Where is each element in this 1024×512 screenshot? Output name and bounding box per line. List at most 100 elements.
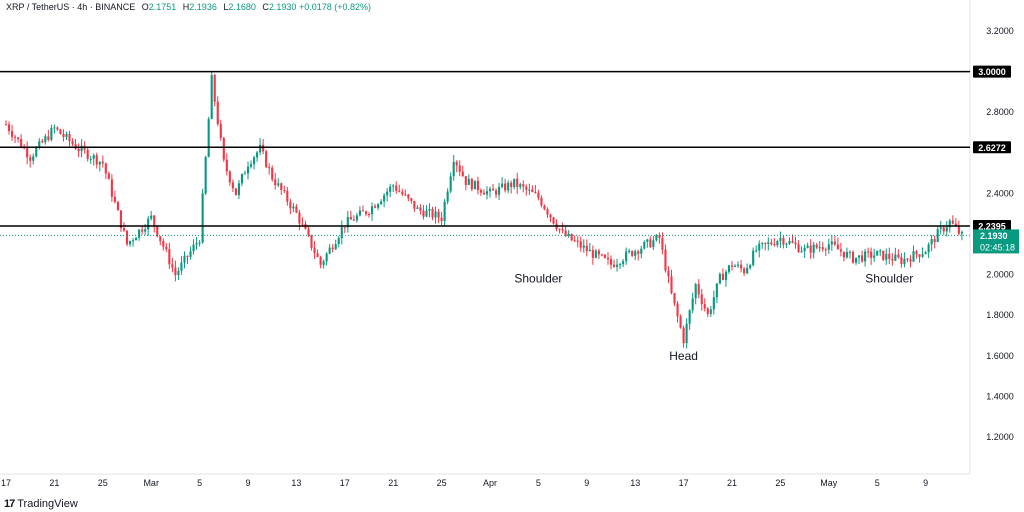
x-tick-label: 17 [679,478,689,488]
candle-body [960,231,963,234]
candle-body [827,244,830,250]
candle-body [894,254,897,261]
candle-body [343,227,346,229]
candle-body [776,241,779,246]
candle-body [234,188,237,196]
candle-body [334,244,337,250]
candle-body [340,227,343,239]
candle-body [655,235,658,241]
candle-body [709,309,712,314]
candle-body [664,249,667,271]
symbol-name[interactable]: XRP / TetherUS · 4h · BINANCE [6,2,136,12]
candle-body [389,186,392,192]
candle-body [815,244,818,248]
candle-body [189,251,192,257]
candle-body [38,141,41,149]
candle-body [17,137,20,140]
candle-body [585,245,588,252]
candle-body [95,155,98,165]
candle-body [10,131,14,137]
close-label: C [262,2,269,12]
candle-body [718,273,721,284]
candle-body [104,163,107,174]
candle-body [171,264,174,268]
low-label: L [223,2,229,12]
candle-body [673,293,676,304]
candle-body [857,255,861,258]
candle-body [891,258,894,261]
candle-body [591,249,594,258]
candle-body [954,223,957,227]
candle-body [110,179,113,197]
candle-body [791,241,794,243]
candle-body [861,255,864,262]
candle-body [488,188,492,192]
candle-body [507,182,510,191]
candle-body [522,184,525,187]
candle-body [839,249,842,252]
candle-body [897,254,900,258]
x-tick-label: 5 [875,478,880,488]
candle-body [225,159,228,172]
candle-body [138,229,141,238]
high-value: 2.1936 [189,2,217,12]
candle-body [573,240,576,242]
candle-body [413,200,416,209]
candle-body [358,210,361,216]
candle-body [625,251,628,262]
candle-body [594,250,597,258]
candle-body [252,157,256,165]
candle-body [619,264,622,266]
candle-body [519,184,522,187]
candle-body [301,223,304,225]
candle-body [809,245,812,253]
x-tick-label: May [820,478,838,488]
candle-body [174,267,177,276]
x-tick-label: 25 [98,478,108,488]
candle-body [930,238,933,245]
candle-body [59,129,62,135]
candle-body [50,128,53,140]
candle-body [331,247,334,250]
candle-body [700,294,703,305]
candle-body [612,264,616,267]
x-tick-label: Mar [143,478,159,488]
candle-body [646,239,649,242]
change-value: +0.0178 (+0.82%) [298,2,372,12]
candle-body [876,250,879,256]
candle-body [543,205,546,210]
level-tag [973,219,1011,232]
tradingview-brand[interactable]: 17 TradingView [4,498,78,510]
x-tick-label: 21 [727,478,737,488]
candle-body [265,151,268,168]
candle-body [812,244,815,253]
candle-body [337,238,340,245]
candle-body [243,173,247,175]
candle-body [900,257,903,264]
candle-body [534,192,537,194]
candle-body [367,214,371,216]
candle-body [957,226,960,234]
candle-body [71,141,74,145]
candle-body [295,206,298,213]
candle-body [419,207,422,211]
candle-body [80,145,83,152]
candle-body [144,229,147,232]
pattern-annotation: Head [669,349,698,363]
candle-body [570,233,573,241]
candle-body [504,183,507,191]
candle-body [730,265,734,267]
candle-body [262,144,265,152]
candle-body [682,327,685,344]
open-label: O [141,2,149,12]
candle-body [165,246,168,250]
candle-body [422,210,425,217]
candle-body [434,211,437,218]
x-tick-label: 17 [340,478,350,488]
candle-body [286,190,289,202]
candle-body [733,266,737,268]
candle-body [65,133,68,137]
candle-body [416,207,419,209]
candle-body [183,255,186,263]
